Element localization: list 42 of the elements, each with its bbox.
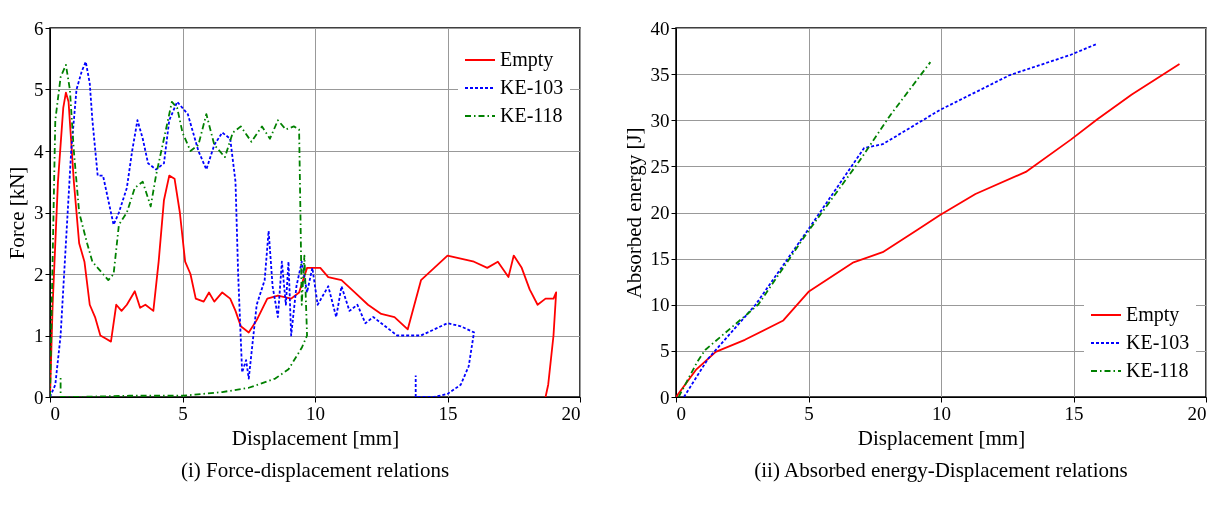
x-axis-title: Displacement [mm]	[231, 425, 400, 450]
x-tick-label: 15	[1064, 402, 1084, 424]
y-axis-title: Force [kN]	[5, 166, 29, 260]
line-series	[677, 61, 932, 397]
x-axis-title: Displacement [mm]	[857, 425, 1026, 450]
y-tick-label: 30	[650, 109, 670, 131]
x-tick-label: 10	[932, 402, 951, 424]
legend-label: KE-118	[1126, 359, 1189, 381]
x-tick-label: 15	[438, 402, 458, 424]
x-tick-label: 5	[178, 402, 188, 424]
y-tick-label: 3	[34, 202, 44, 223]
text: (i) Force-displacement relations	[180, 458, 450, 482]
y-tick-label: 35	[650, 63, 670, 85]
legend-label: KE-103	[500, 76, 564, 98]
legend-label: Empty	[500, 48, 554, 71]
line-series	[50, 64, 308, 397]
x-tick-label: 0	[50, 402, 60, 424]
y-tick-label: 5	[660, 340, 670, 362]
line-series	[50, 60, 475, 397]
x-tick-label: 20	[561, 402, 581, 424]
line-series	[683, 42, 1099, 397]
y-axis-title: Absorbed energy [J]	[621, 127, 646, 299]
y-tick-label: 0	[660, 386, 670, 408]
y-tick-label: 6	[34, 17, 44, 39]
y-tick-label: 1	[34, 325, 44, 346]
y-tick-label: 40	[650, 17, 670, 39]
text: (ii) Absorbed energy-Displacement relations	[754, 458, 1128, 482]
y-tick-label: 10	[650, 294, 670, 316]
x-tick-label: 20	[1187, 402, 1207, 424]
y-tick-label: 2	[34, 263, 44, 285]
x-tick-label: 0	[676, 402, 686, 424]
x-tick-label: 10	[306, 402, 325, 424]
legend-label: KE-118	[500, 104, 563, 126]
legend-label: Empty	[1126, 303, 1180, 326]
y-tick-label: 4	[34, 140, 44, 162]
y-tick-label: 15	[650, 248, 670, 270]
y-tick-label: 0	[34, 386, 44, 408]
x-tick-label: 5	[804, 402, 814, 424]
y-tick-label: 25	[650, 155, 670, 177]
y-tick-label: 5	[34, 79, 44, 100]
legend-label: KE-103	[1126, 331, 1190, 353]
y-tick-label: 20	[650, 202, 670, 223]
